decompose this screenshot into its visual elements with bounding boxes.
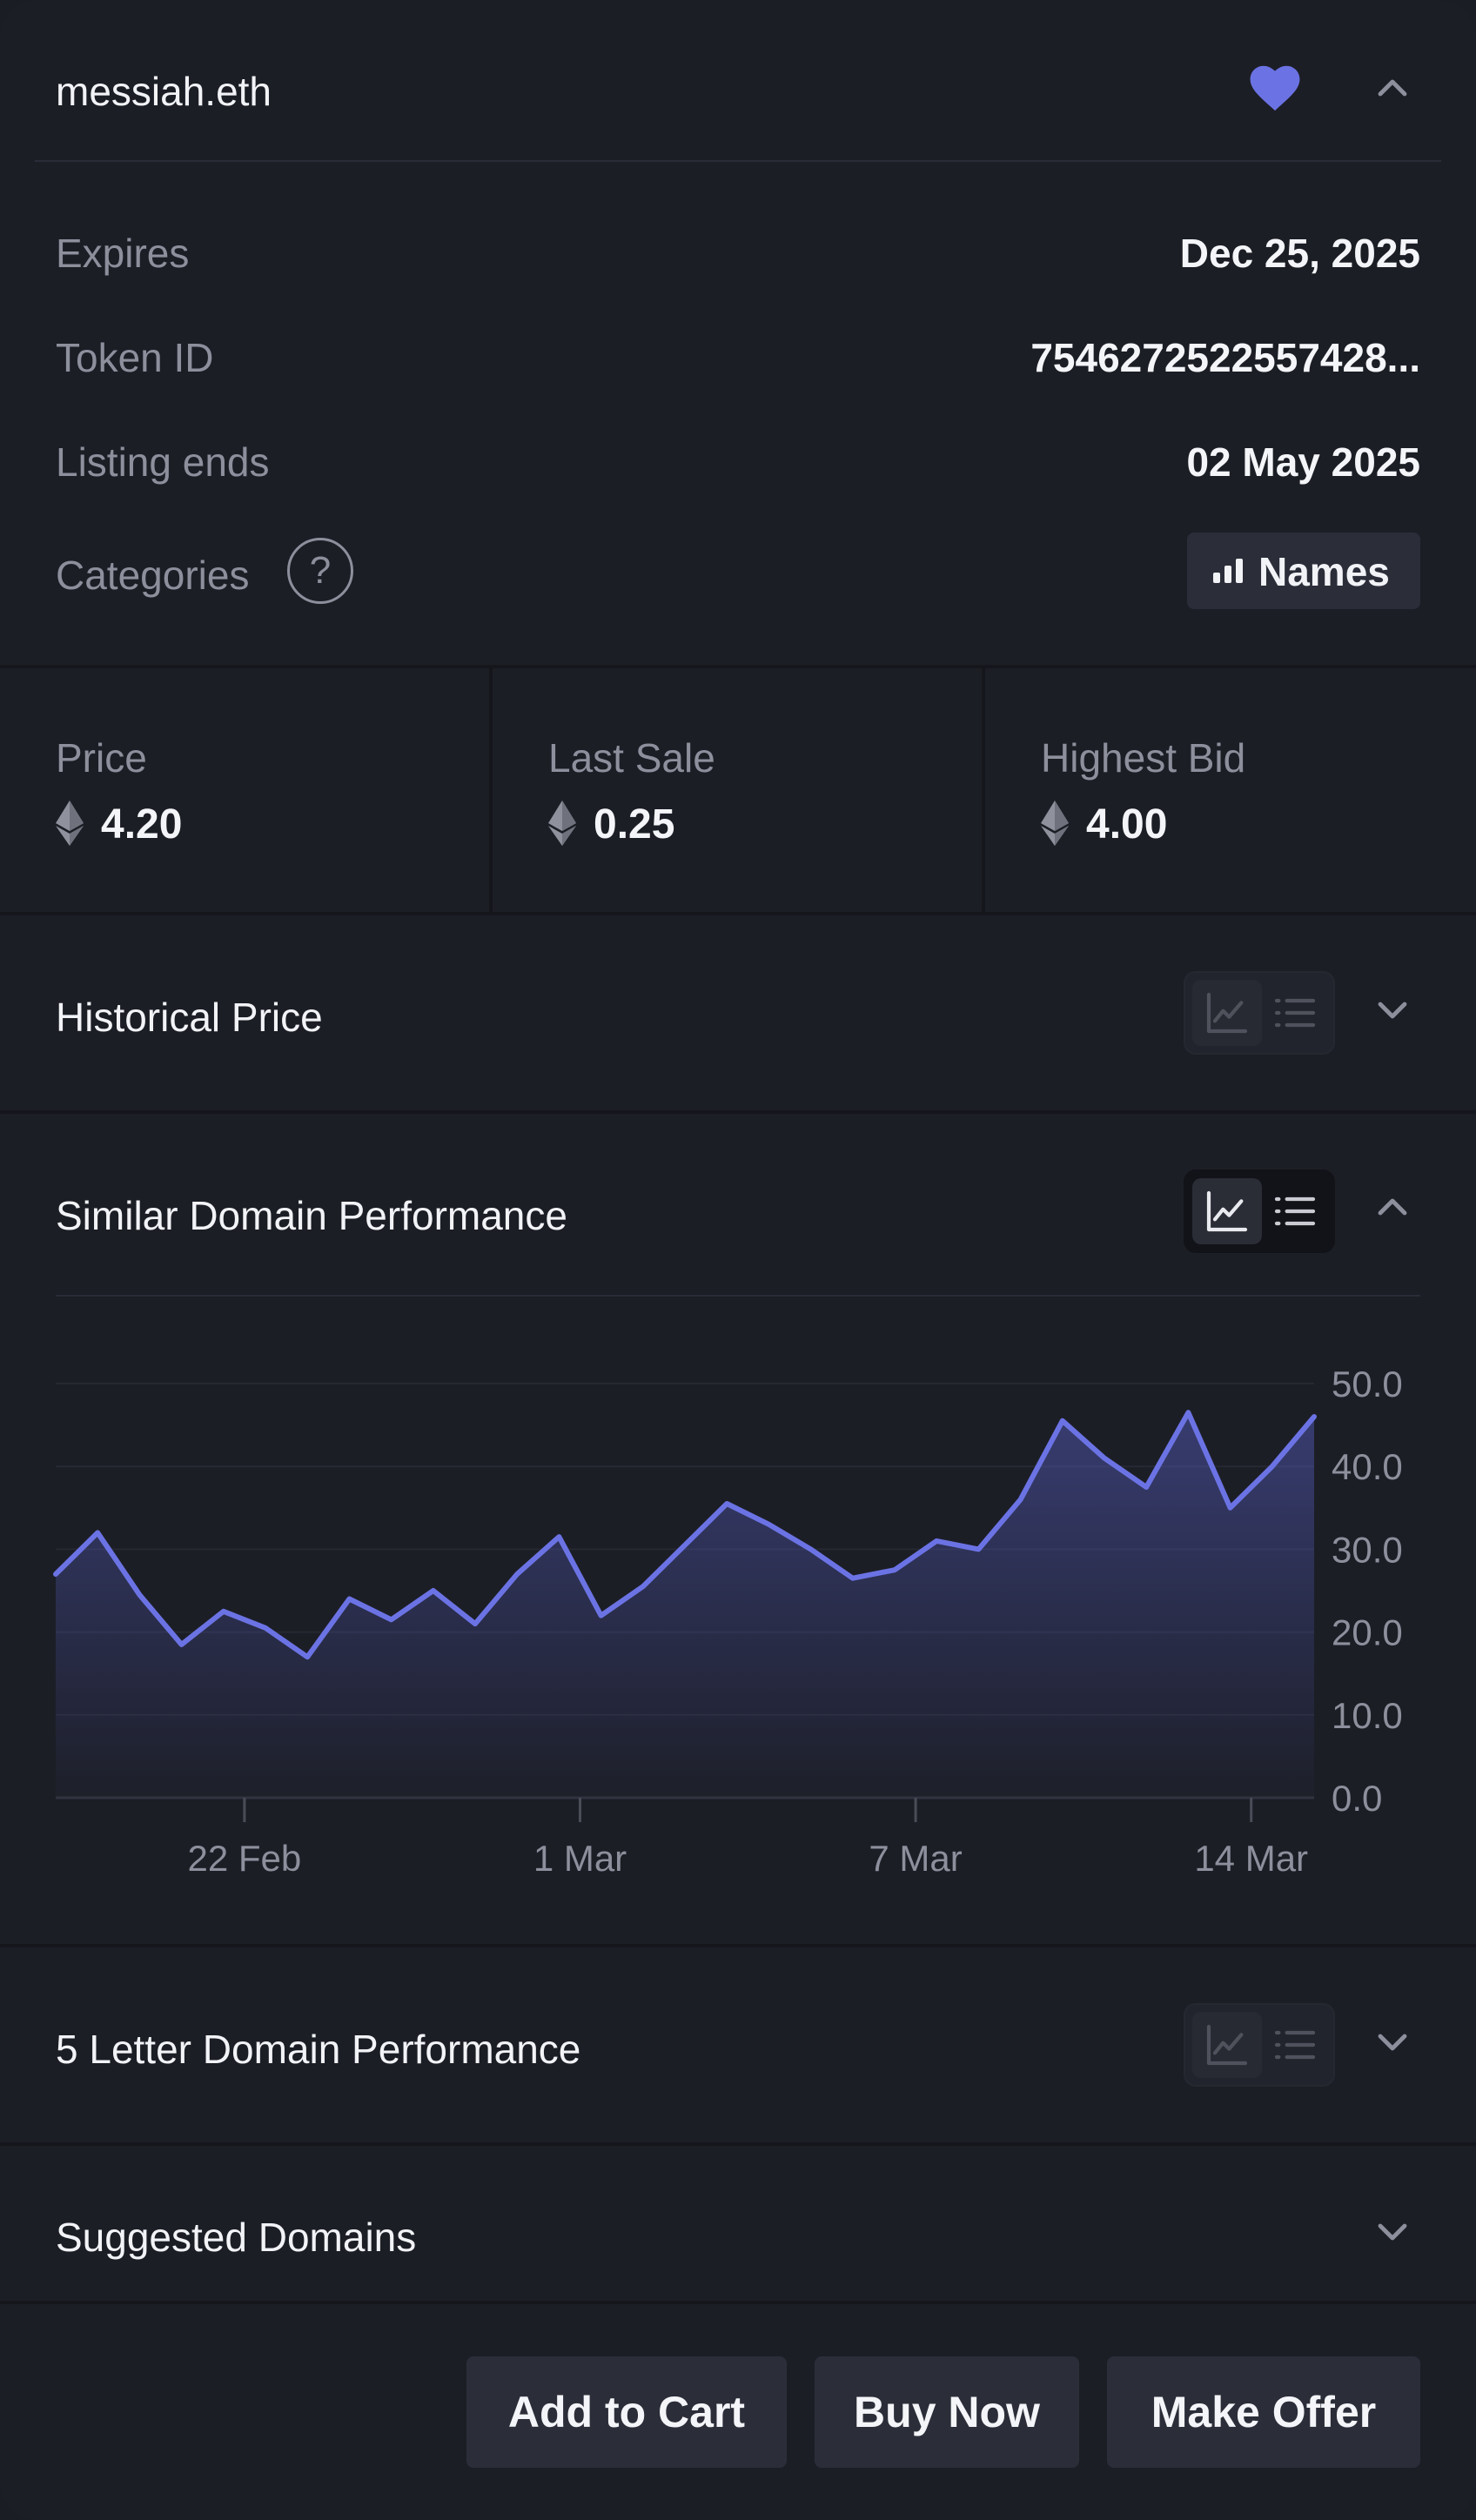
add-to-cart-button[interactable]: Add to Cart (466, 2356, 787, 2468)
line-chart-icon (1206, 1190, 1248, 1232)
list-icon (1274, 2030, 1316, 2060)
divider (0, 2301, 1476, 2304)
stat-value: 4.20 (101, 801, 183, 848)
stat-value: 0.25 (594, 801, 675, 848)
section-title-historical[interactable]: Historical Price (56, 995, 323, 1040)
token-id-value: 7546272522557428... (1030, 335, 1420, 380)
stat-last-sale: Last Sale 0.25 (548, 668, 966, 912)
listing-ends-value: 02 May 2025 (1186, 439, 1420, 485)
stat-label: Last Sale (548, 735, 715, 781)
chevron-down-icon[interactable] (1372, 2210, 1413, 2252)
divider (489, 668, 493, 912)
y-tick-label: 30.0 (1332, 1529, 1403, 1570)
token-id-label: Token ID (56, 335, 214, 380)
help-icon[interactable]: ? (287, 538, 353, 604)
chevron-down-icon[interactable] (1372, 2021, 1413, 2062)
divider (0, 665, 1476, 668)
line-chart-icon (1206, 992, 1248, 1034)
section-title-five-letter[interactable]: 5 Letter Domain Performance (56, 2027, 581, 2072)
chevron-down-icon[interactable] (1372, 989, 1413, 1030)
divider (982, 668, 985, 912)
stat-value: 4.00 (1086, 801, 1168, 848)
buy-now-button[interactable]: Buy Now (815, 2356, 1079, 2468)
similar-domain-chart: 50.0 40.0 30.0 20.0 10.0 0.0 22 Feb 1 Mar 7 Mar… (53, 1364, 1403, 1879)
divider (0, 1110, 1476, 1114)
y-tick-label: 40.0 (1332, 1446, 1403, 1487)
x-tick-label: 22 Feb (188, 1838, 302, 1879)
y-tick-label: 20.0 (1332, 1612, 1403, 1653)
ethereum-icon (548, 801, 576, 846)
chart-line (53, 1410, 1317, 1660)
heart-icon[interactable] (1248, 61, 1302, 113)
chart-view-button[interactable] (1192, 980, 1262, 1046)
expires-label: Expires (56, 231, 190, 276)
list-view-button[interactable] (1260, 1178, 1330, 1244)
list-icon (1274, 1196, 1316, 1226)
expires-value: Dec 25, 2025 (1179, 231, 1420, 276)
x-tick-label: 14 Mar (1194, 1838, 1308, 1879)
make-offer-button[interactable]: Make Offer (1107, 2356, 1420, 2468)
divider (0, 912, 1476, 915)
list-icon (1274, 998, 1316, 1028)
chevron-up-icon[interactable] (1372, 68, 1413, 110)
categories-label: Categories (56, 553, 250, 598)
chart-view-button[interactable] (1192, 2012, 1262, 2078)
category-badge[interactable]: Names (1187, 533, 1420, 609)
view-toggle (1184, 2003, 1335, 2087)
divider (0, 2142, 1476, 2146)
chart-view-button[interactable] (1192, 1178, 1262, 1244)
card-header: messiah.eth (35, 0, 1441, 162)
list-view-button[interactable] (1260, 980, 1330, 1046)
bar-chart-icon (1213, 559, 1243, 583)
section-title-similar[interactable]: Similar Domain Performance (56, 1193, 567, 1238)
y-tick-label: 0.0 (1332, 1778, 1382, 1819)
domain-title: messiah.eth (56, 69, 272, 114)
line-chart-icon (1206, 2024, 1248, 2066)
ethereum-icon (1041, 801, 1069, 846)
category-badge-label: Names (1258, 549, 1390, 594)
divider (56, 1295, 1420, 1297)
stat-label: Price (56, 735, 147, 781)
stat-label: Highest Bid (1041, 735, 1246, 781)
view-toggle (1184, 971, 1335, 1055)
divider (0, 1944, 1476, 1947)
chart-area (56, 1412, 1314, 1798)
listing-ends-label: Listing ends (56, 439, 270, 485)
ethereum-icon (56, 801, 84, 846)
chevron-up-icon[interactable] (1372, 1187, 1413, 1229)
x-tick-label: 1 Mar (533, 1838, 627, 1879)
y-tick-label: 10.0 (1332, 1695, 1403, 1736)
y-tick-label: 50.0 (1332, 1364, 1403, 1404)
stat-price: Price 4.20 (56, 668, 473, 912)
view-toggle (1184, 1170, 1335, 1253)
list-view-button[interactable] (1260, 2012, 1330, 2078)
stat-highest-bid: Highest Bid 4.00 (1041, 668, 1424, 912)
x-tick-label: 7 Mar (869, 1838, 962, 1879)
section-title-suggested[interactable]: Suggested Domains (56, 2215, 417, 2260)
